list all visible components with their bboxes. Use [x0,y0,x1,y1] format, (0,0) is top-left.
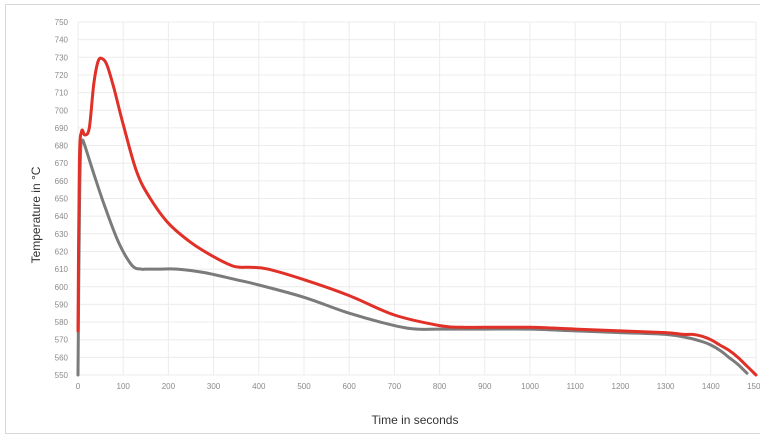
x-tick-label: 400 [252,382,266,391]
y-tick-label: 560 [55,353,69,362]
y-tick-label: 680 [55,142,69,151]
y-tick-label: 580 [55,318,69,327]
x-tick-label: 800 [433,382,447,391]
y-tick-label: 740 [55,36,69,45]
x-tick-label: 300 [207,382,221,391]
y-tick-label: 650 [55,195,69,204]
y-tick-label: 670 [55,159,69,168]
series-line-gray [76,138,749,377]
y-tick-label: 660 [55,177,69,186]
y-tick-label: 730 [55,53,69,62]
y-tick-label: 610 [55,265,69,274]
x-axis-label: Time in seconds [372,413,459,427]
y-axis-label: Temperature in °C [29,166,43,263]
y-tick-label: 550 [55,371,69,380]
y-tick-label: 700 [55,106,69,115]
x-tick-label: 1400 [702,382,720,391]
y-tick-label: 690 [55,124,69,133]
x-tick-label: 900 [478,382,492,391]
x-tick-label: 100 [117,382,131,391]
y-tick-label: 630 [55,230,69,239]
x-tick-label: 1300 [657,382,675,391]
chart-frame [5,4,760,434]
x-tick-label: 1500 [747,382,760,391]
series-line-red [76,56,758,377]
x-tick-label: 500 [297,382,311,391]
x-tick-label: 700 [388,382,402,391]
x-tick-label: 200 [162,382,176,391]
y-tick-label: 720 [55,71,69,80]
grid-lines [77,21,757,376]
y-tick-label: 640 [55,212,69,221]
x-tick-label: 600 [343,382,357,391]
x-tick-label: 1100 [567,382,585,391]
x-axis-ticks: 0 100 200 300 400 500 600 700 800 900 1000 1100 1200… [76,382,760,391]
y-tick-label: 570 [55,336,69,345]
y-tick-label: 600 [55,283,69,292]
y-tick-label: 590 [55,300,69,309]
y-tick-label: 710 [55,89,69,98]
y-tick-label: 750 [55,18,69,27]
y-axis-ticks: 550 560 570 580 590 600 610 620 630 640 650 660 670 6… [55,18,69,380]
x-tick-label: 1200 [612,382,630,391]
series-lines [76,56,758,377]
x-tick-label: 1000 [521,382,539,391]
y-tick-label: 620 [55,247,69,256]
x-tick-label: 0 [76,382,81,391]
